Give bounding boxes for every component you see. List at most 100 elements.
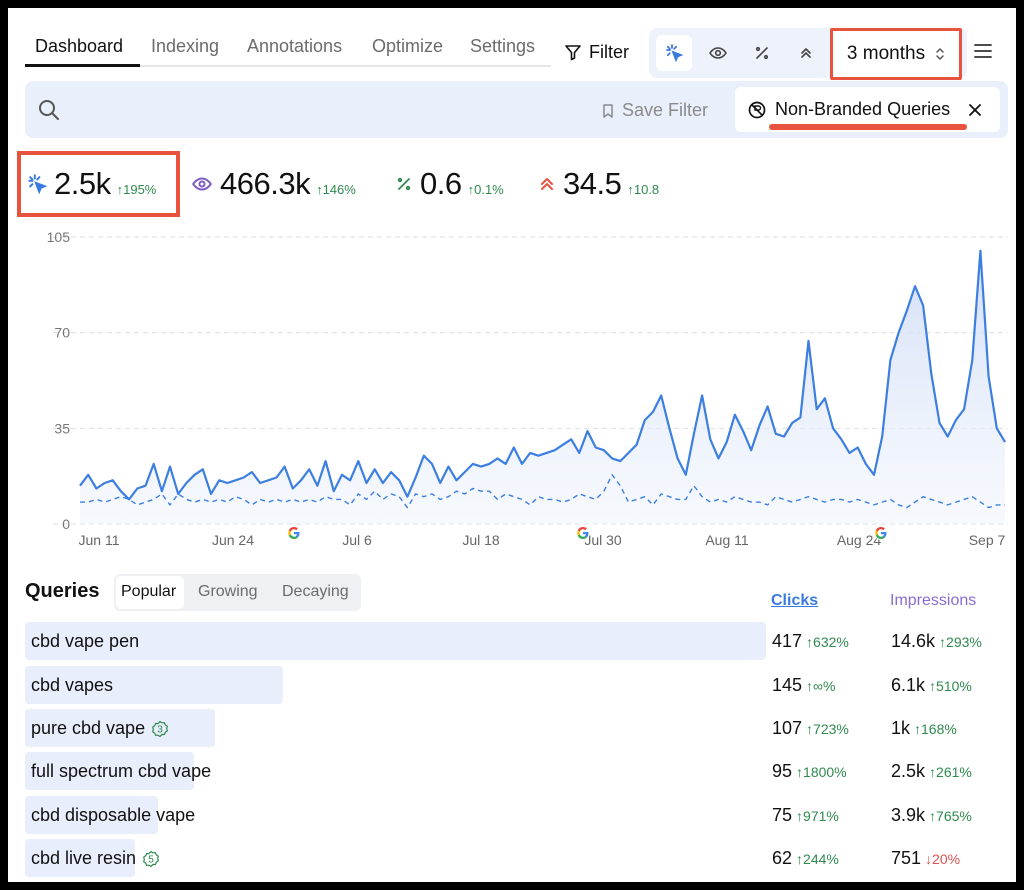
- segment-popular[interactable]: Popular: [121, 583, 177, 600]
- query-row[interactable]: cbd disposable vape: [25, 796, 766, 834]
- ctr-metric[interactable]: 0.6 ↑0.1%: [394, 166, 504, 202]
- y-tick-label: 35: [54, 420, 70, 436]
- query-row[interactable]: cbd live resin 5: [25, 839, 766, 877]
- tab-annotations[interactable]: Annotations: [247, 36, 343, 56]
- clicks-metric[interactable]: 2.5k ↑195%: [26, 166, 156, 202]
- rank-badge-number: 3: [157, 724, 163, 735]
- impressions-value: 2.5k: [891, 761, 926, 781]
- query-share-bar: [25, 796, 158, 834]
- query-text: full spectrum cbd vape: [31, 761, 212, 781]
- close-icon[interactable]: [968, 103, 982, 117]
- impressions-metric[interactable]: 466.3k ↑146%: [190, 166, 356, 202]
- clicks-value: 62: [772, 848, 793, 868]
- clicks-column-header[interactable]: Clicks: [771, 592, 819, 609]
- clicks-value: 107: [772, 718, 803, 738]
- query-text: pure cbd vape: [31, 718, 146, 738]
- clicks-change: ↑195%: [116, 182, 157, 197]
- impressions-toggle[interactable]: [700, 35, 736, 71]
- query-clicks: 145 ↑∞%: [772, 675, 835, 696]
- google-update-icon[interactable]: [287, 526, 301, 540]
- hamburger-menu-icon[interactable]: [973, 43, 993, 59]
- clicks-change: ↑723%: [806, 721, 849, 737]
- ctr-change: ↑0.1%: [467, 182, 504, 197]
- clicks-total: 2.5k: [54, 166, 111, 201]
- query-share-bar: [25, 709, 215, 747]
- impressions-column-header[interactable]: Impressions: [890, 592, 977, 609]
- ctr-toggle[interactable]: [744, 35, 780, 71]
- impressions-value: 3.9k: [891, 805, 926, 825]
- impressions-value: 1k: [891, 718, 911, 738]
- impressions-change: ↑293%: [939, 634, 982, 650]
- query-row[interactable]: cbd vapes: [25, 666, 766, 704]
- query-label: cbd disposable vape: [31, 805, 195, 826]
- clicks-value: 417: [772, 631, 803, 651]
- active-tab-indicator: [25, 64, 140, 67]
- query-impressions: 3.9k ↑765%: [891, 805, 972, 826]
- clicks-toggle[interactable]: [656, 35, 692, 71]
- query-text: cbd live resin: [31, 848, 137, 868]
- x-tick-label: Sep 7: [969, 532, 1006, 548]
- date-range-label: 3 months: [846, 43, 926, 64]
- performance-chart[interactable]: 105 70 35 0 Jun 11 Jun 24 Jul 6 Jul 18 Jul 30 Aug…: [8, 218, 1016, 563]
- query-text: cbd vapes: [31, 675, 114, 695]
- impressions-change: ↑146%: [316, 182, 356, 197]
- query-clicks: 107 ↑723%: [772, 718, 849, 739]
- clicks-value: 95: [772, 761, 793, 781]
- tabs-divider: [25, 65, 551, 67]
- search-icon[interactable]: [37, 98, 61, 122]
- impressions-value: 751: [891, 848, 922, 868]
- rank-badge-number: 5: [148, 854, 154, 865]
- query-share-bar: [25, 666, 283, 704]
- query-text: cbd disposable vape: [31, 805, 196, 825]
- segment-growing[interactable]: Growing: [198, 583, 258, 600]
- annotation-box: [17, 151, 180, 217]
- y-tick-label: 105: [47, 229, 71, 245]
- query-share-bar: [25, 622, 766, 660]
- google-update-icon[interactable]: [874, 526, 888, 540]
- tab-dashboard[interactable]: Dashboard: [35, 36, 124, 56]
- query-impressions: 1k ↑168%: [891, 718, 957, 739]
- clicks-value: 145: [772, 675, 803, 695]
- save-filter-button[interactable]: Save Filter: [602, 100, 708, 121]
- save-filter-label: Save Filter: [622, 100, 709, 120]
- previous-period-line: [80, 474, 1005, 509]
- query-impressions: 6.1k ↑510%: [891, 675, 972, 696]
- tab-optimize[interactable]: Optimize: [372, 36, 444, 56]
- search-input[interactable]: [70, 94, 590, 126]
- query-clicks: 75 ↑971%: [772, 805, 839, 826]
- x-tick-label: Aug 11: [705, 532, 749, 548]
- x-tick-label: Jul 18: [462, 532, 500, 548]
- position-metric[interactable]: 34.5 ↑10.8: [537, 166, 659, 202]
- position-total: 34.5: [563, 166, 622, 201]
- rank-badge-icon: 5: [142, 850, 160, 868]
- eye-icon: [709, 47, 727, 59]
- bookmark-icon: [603, 103, 613, 118]
- x-tick-label: Jun 24: [212, 532, 254, 548]
- query-row[interactable]: pure cbd vape 3: [25, 709, 766, 747]
- filter-button[interactable]: Filter: [564, 38, 629, 66]
- query-row[interactable]: full spectrum cbd vape: [25, 752, 766, 790]
- query-row[interactable]: cbd vape pen: [25, 622, 766, 660]
- funnel-icon: [565, 45, 581, 61]
- clicks-icon: [666, 44, 684, 63]
- ctr-total: 0.6: [420, 166, 462, 201]
- tab-settings[interactable]: Settings: [470, 36, 536, 56]
- segment-decaying[interactable]: Decaying: [282, 583, 349, 600]
- date-range-select[interactable]: 3 months: [830, 28, 962, 80]
- impressions-change: ↓20%: [925, 851, 961, 867]
- impressions-change: ↑510%: [929, 678, 972, 694]
- percent-icon: [755, 46, 769, 60]
- google-update-icon[interactable]: [576, 526, 590, 540]
- clicks-change: ↑1800%: [796, 764, 847, 780]
- segment-active-indicator: [116, 576, 184, 609]
- impressions-total: 466.3k: [220, 166, 311, 201]
- clicks-change: ↑971%: [796, 808, 839, 824]
- tab-indexing[interactable]: Indexing: [151, 36, 220, 56]
- impressions-change: ↑261%: [929, 764, 972, 780]
- position-toggle[interactable]: [788, 35, 824, 71]
- query-label: cbd vapes: [31, 675, 113, 696]
- impressions-value: 6.1k: [891, 675, 926, 695]
- x-tick-label: Jul 30: [584, 532, 622, 548]
- queries-title: Queries: [25, 580, 100, 602]
- filter-label: Filter: [589, 41, 629, 62]
